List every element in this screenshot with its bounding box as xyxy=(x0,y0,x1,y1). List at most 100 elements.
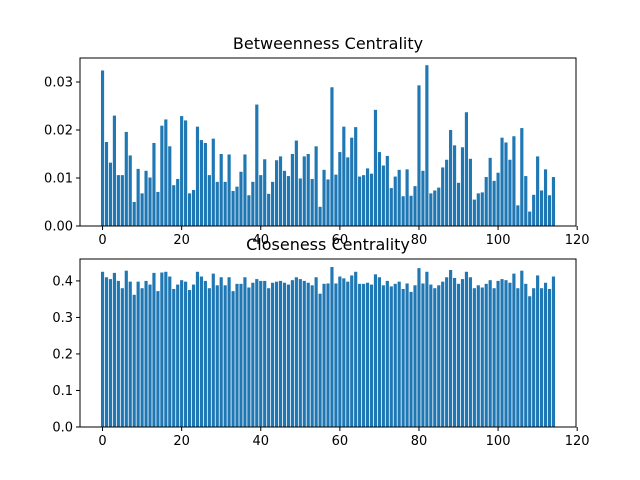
bar xyxy=(405,283,409,427)
bar xyxy=(168,276,172,427)
subplots: 0 20 40 60 80 100 1200.000.010.020.03Betweenne… xyxy=(44,34,590,449)
bar xyxy=(203,280,207,427)
bar xyxy=(540,190,544,226)
bar xyxy=(104,277,109,427)
x-tick-label: 60 xyxy=(332,233,349,248)
bar xyxy=(480,287,484,427)
bar xyxy=(116,280,120,427)
bar xyxy=(251,181,255,226)
bar xyxy=(381,285,385,427)
bar xyxy=(247,287,251,427)
bar xyxy=(445,159,449,226)
bar xyxy=(302,280,306,427)
bar xyxy=(239,283,243,427)
bar xyxy=(393,283,397,427)
bar xyxy=(346,281,350,427)
bar xyxy=(393,176,397,226)
bar xyxy=(484,283,488,427)
bar xyxy=(255,104,259,226)
axes-frame xyxy=(79,258,577,428)
bar xyxy=(231,190,235,226)
bar xyxy=(500,279,504,427)
y-tick-label: 0.03 xyxy=(44,76,73,91)
bar xyxy=(524,283,528,427)
x-tick-label: 0 xyxy=(98,434,106,449)
bar xyxy=(330,267,334,427)
x-tick-label: 40 xyxy=(252,233,269,248)
bar xyxy=(267,193,271,226)
bar xyxy=(532,194,536,226)
bar xyxy=(362,175,366,226)
bar xyxy=(271,282,275,427)
bar xyxy=(128,155,132,226)
bar xyxy=(397,169,401,226)
bar xyxy=(278,156,283,226)
bar xyxy=(184,281,188,427)
bar xyxy=(338,276,342,427)
bar xyxy=(417,268,421,427)
bar xyxy=(294,277,298,427)
x-tick-label: 80 xyxy=(411,434,428,449)
bar xyxy=(401,196,405,226)
bar xyxy=(199,276,204,427)
subplot-2: 0 20 40 60 80 100 120 0.0 0.1 0.2 0.3 0.4 Closeness … xyxy=(52,235,589,449)
bar xyxy=(373,109,378,226)
bar xyxy=(306,282,310,427)
bar xyxy=(362,283,366,427)
bar xyxy=(381,165,385,226)
y-tick-label: 0.4 xyxy=(52,274,73,289)
bar xyxy=(476,193,480,226)
x-tick-label: 20 xyxy=(173,233,190,248)
bar xyxy=(429,193,433,226)
bar xyxy=(508,282,512,427)
bar xyxy=(464,271,469,427)
bar xyxy=(112,272,116,427)
bar xyxy=(508,159,512,226)
bar xyxy=(445,277,449,427)
bar xyxy=(484,177,488,226)
y-tick-label: 0.2 xyxy=(52,347,73,362)
bar xyxy=(460,147,465,226)
bar xyxy=(219,277,223,427)
bar xyxy=(298,178,302,226)
bar xyxy=(413,186,417,226)
bar xyxy=(180,280,184,427)
bar xyxy=(172,185,176,226)
bar xyxy=(551,276,556,427)
bar xyxy=(334,283,338,427)
bar xyxy=(472,199,476,226)
bar xyxy=(468,277,472,427)
bar xyxy=(215,181,219,226)
bar xyxy=(235,186,239,226)
bar xyxy=(437,187,441,226)
bar xyxy=(389,188,393,226)
bars xyxy=(100,65,556,226)
bar xyxy=(187,193,192,226)
bar xyxy=(160,125,164,226)
bar xyxy=(294,140,298,226)
bar xyxy=(397,281,401,427)
bar xyxy=(441,281,445,427)
bar xyxy=(132,294,136,427)
bar xyxy=(437,285,441,427)
bar xyxy=(168,146,172,226)
y-tick-label: 0.1 xyxy=(52,384,73,399)
bar xyxy=(520,128,524,226)
bar xyxy=(322,283,326,427)
bar xyxy=(496,172,500,226)
bar xyxy=(286,284,291,427)
bar xyxy=(449,130,453,226)
bar xyxy=(342,278,346,427)
axes-frame xyxy=(79,57,577,227)
bar xyxy=(488,280,492,427)
bar xyxy=(290,154,294,226)
bar xyxy=(358,176,362,226)
bar xyxy=(536,156,540,226)
bar xyxy=(401,288,405,427)
bar xyxy=(524,176,528,226)
bars xyxy=(100,267,556,427)
bar xyxy=(267,288,271,427)
bar xyxy=(286,176,291,226)
bar xyxy=(263,280,267,427)
x-tick-label: 60 xyxy=(332,434,349,449)
